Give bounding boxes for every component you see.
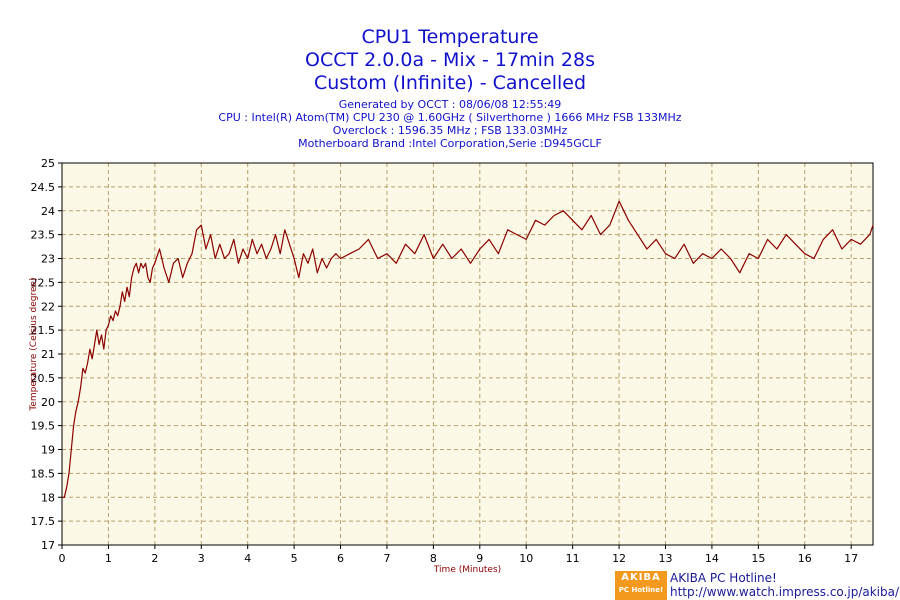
akiba-logo-subtext: PC Hotline!	[618, 586, 664, 594]
series-line	[62, 200, 874, 498]
y-tick-label: 17	[41, 539, 55, 552]
x-tick-label: 7	[383, 552, 390, 565]
y-tick-label: 18	[41, 491, 55, 504]
y-tick-label: 20.5	[31, 372, 56, 385]
x-tick-label: 4	[244, 552, 251, 565]
akiba-logo-text: AKIBA	[621, 572, 661, 583]
y-tick-label: 24	[41, 205, 55, 218]
y-tick-label: 21	[41, 348, 55, 361]
akiba-logo: AKIBA PC Hotline!	[615, 571, 667, 600]
y-tick-label: 19	[41, 444, 55, 457]
watermark: AKIBA PC Hotline! AKIBA PC Hotline! http…	[615, 571, 900, 600]
plot-border	[61, 162, 874, 546]
watermark-url[interactable]: http://www.watch.impress.co.jp/akiba/	[670, 585, 900, 599]
y-tick-label: 18.5	[31, 467, 56, 480]
x-tick-label: 15	[751, 552, 765, 565]
overclock-info: Overclock : 1596.35 MHz ; FSB 133.03MHz	[332, 124, 568, 137]
y-tick-label: 21.5	[31, 324, 56, 337]
y-tick-label: 24.5	[31, 181, 56, 194]
x-axis-label: Time (Minutes)	[433, 565, 501, 575]
y-axis-label: Temperature (Celsius degree)	[29, 277, 39, 411]
watermark-text: AKIBA PC Hotline! http://www.watch.impre…	[670, 571, 899, 599]
y-tick-label: 19.5	[31, 420, 56, 433]
y-tick-label: 23.5	[31, 229, 56, 242]
y-tick-label: 25	[41, 157, 55, 170]
cpu-info: CPU : Intel(R) Atom(TM) CPU 230 @ 1.60GH…	[218, 111, 682, 124]
chart-title: CPU1 Temperature	[361, 26, 539, 48]
x-tick-label: 17	[844, 552, 858, 565]
x-tick-label: 13	[658, 552, 672, 565]
x-tick-label: 14	[705, 552, 719, 565]
x-tick-label: 0	[59, 552, 66, 565]
x-tick-label: 1	[105, 552, 112, 565]
chart-subtitle-run: OCCT 2.0.0a - Mix - 17min 28s	[304, 49, 596, 71]
chart-subtitle-status: Custom (Infinite) - Cancelled	[313, 72, 587, 94]
x-tick-label: 6	[337, 552, 344, 565]
x-tick-label: 9	[476, 552, 483, 565]
x-tick-label: 10	[519, 552, 533, 565]
x-tick-label: 3	[198, 552, 205, 565]
x-tick-label: 8	[430, 552, 437, 565]
chart-header: CPU1 Temperature OCCT 2.0.0a - Mix - 17m…	[0, 26, 900, 150]
y-tick-label: 23	[41, 253, 55, 266]
x-tick-label: 5	[291, 552, 298, 565]
generated-info: Generated by OCCT : 08/06/08 12:55:49	[338, 98, 562, 111]
x-tick-label: 11	[566, 552, 580, 565]
y-tick-label: 22.5	[31, 276, 56, 289]
x-tick-label: 12	[612, 552, 626, 565]
y-tick-label: 22	[41, 300, 55, 313]
watermark-site-name: AKIBA PC Hotline!	[670, 571, 777, 585]
x-tick-label: 16	[798, 552, 812, 565]
x-tick-label: 2	[151, 552, 158, 565]
motherboard-info: Motherboard Brand :Intel Corporation,Ser…	[298, 137, 602, 150]
y-tick-label: 17.5	[31, 515, 56, 528]
y-tick-label: 20	[41, 396, 55, 409]
